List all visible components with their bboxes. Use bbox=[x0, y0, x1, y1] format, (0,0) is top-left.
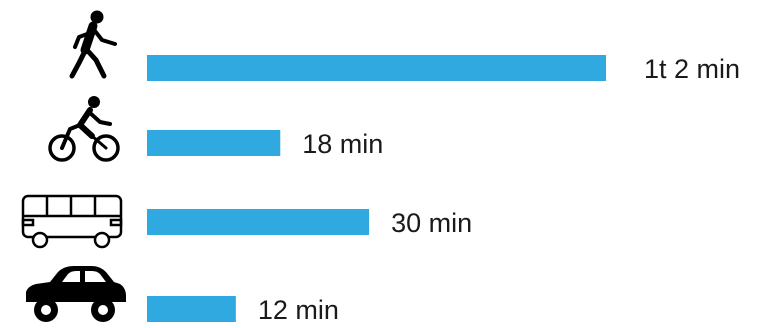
value-label-bus: 30 min bbox=[391, 208, 472, 238]
walk-icon bbox=[69, 10, 117, 79]
bicycle-icon bbox=[48, 96, 120, 162]
value-label-walk: 1t 2 min bbox=[644, 54, 740, 84]
car-icon bbox=[26, 266, 126, 322]
value-label-car: 12 min bbox=[258, 295, 339, 325]
bus-icon bbox=[21, 194, 123, 249]
bar-car bbox=[147, 296, 236, 322]
bar-bus bbox=[147, 209, 370, 235]
value-label-bicycle: 18 min bbox=[302, 129, 383, 159]
bar-bicycle bbox=[147, 130, 281, 156]
bar-walk bbox=[147, 55, 606, 81]
